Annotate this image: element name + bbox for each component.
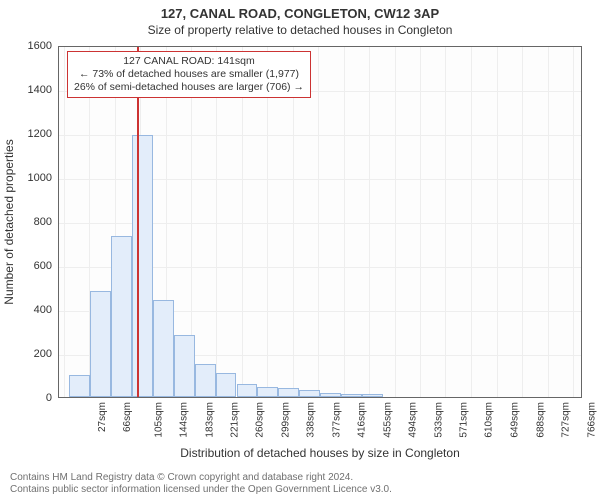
xtick-label: 299sqm	[280, 402, 291, 438]
histogram-bar	[153, 300, 174, 397]
histogram-bar	[320, 393, 341, 397]
gridline-v	[395, 47, 396, 397]
plot-area: 127 CANAL ROAD: 141sqm← 73% of detached …	[58, 46, 582, 398]
attribution-line2: Contains public sector information licen…	[10, 484, 392, 496]
xtick-label: 66sqm	[122, 402, 133, 432]
gridline-v	[216, 47, 217, 397]
histogram-bar	[237, 384, 258, 397]
xtick-label: 688sqm	[535, 402, 546, 438]
marker-line	[137, 47, 139, 397]
xtick-label: 260sqm	[255, 402, 266, 438]
marker-info-line: 127 CANAL ROAD: 141sqm	[74, 55, 304, 68]
histogram-bar	[278, 388, 299, 397]
gridline-v	[522, 47, 523, 397]
histogram-bar	[132, 135, 153, 397]
xtick-label: 455sqm	[383, 402, 394, 438]
histogram-bar	[257, 387, 278, 397]
ytick-label: 1600	[12, 40, 52, 52]
ytick-label: 200	[12, 348, 52, 360]
xtick-label: 533sqm	[434, 402, 445, 438]
attribution-line1: Contains HM Land Registry data © Crown c…	[10, 472, 392, 484]
xtick-label: 766sqm	[586, 402, 597, 438]
gridline-v	[445, 47, 446, 397]
histogram-bar	[299, 390, 320, 397]
gridline-v	[318, 47, 319, 397]
gridline-v	[267, 47, 268, 397]
histogram-bar	[69, 375, 90, 397]
histogram-bar	[111, 236, 132, 397]
gridline-v	[420, 47, 421, 397]
xtick-label: 221sqm	[229, 402, 240, 438]
ytick-label: 1400	[12, 84, 52, 96]
xtick-label: 610sqm	[484, 402, 495, 438]
ytick-label: 1000	[12, 172, 52, 184]
gridline-v	[64, 47, 65, 397]
xtick-label: 183sqm	[204, 402, 215, 438]
attribution-text: Contains HM Land Registry data © Crown c…	[10, 472, 392, 496]
xtick-label: 649sqm	[510, 402, 521, 438]
ytick-label: 1200	[12, 128, 52, 140]
xtick-label: 377sqm	[331, 402, 342, 438]
ytick-label: 800	[12, 216, 52, 228]
gridline-v	[369, 47, 370, 397]
histogram-bar	[362, 394, 383, 397]
xtick-label: 494sqm	[408, 402, 419, 438]
marker-info-line: 26% of semi-detached houses are larger (…	[74, 81, 304, 94]
xtick-label: 144sqm	[179, 402, 190, 438]
ytick-label: 600	[12, 260, 52, 272]
plot-frame: 127 CANAL ROAD: 141sqm← 73% of detached …	[58, 46, 582, 398]
ytick-label: 0	[12, 392, 52, 404]
histogram-bar	[90, 291, 111, 397]
histogram-bar	[195, 364, 216, 397]
xtick-label: 338sqm	[306, 402, 317, 438]
gridline-v	[242, 47, 243, 397]
gridline-v	[548, 47, 549, 397]
x-axis-label: Distribution of detached houses by size …	[58, 446, 582, 460]
gridline-v	[471, 47, 472, 397]
xtick-label: 416sqm	[357, 402, 368, 438]
xtick-label: 27sqm	[97, 402, 108, 432]
gridline-v	[344, 47, 345, 397]
marker-info-line: ← 73% of detached houses are smaller (1,…	[74, 68, 304, 81]
chart-title: 127, CANAL ROAD, CONGLETON, CW12 3AP	[0, 0, 600, 21]
gridline-v	[497, 47, 498, 397]
histogram-bar	[174, 335, 195, 397]
gridline-v	[573, 47, 574, 397]
xtick-label: 105sqm	[153, 402, 164, 438]
histogram-bar	[341, 394, 362, 397]
histogram-bar	[216, 373, 237, 397]
marker-info-box: 127 CANAL ROAD: 141sqm← 73% of detached …	[67, 51, 311, 98]
y-axis-ticks: 02004006008001000120014001600	[12, 46, 56, 398]
xtick-label: 571sqm	[458, 402, 469, 438]
ytick-label: 400	[12, 304, 52, 316]
xtick-label: 727sqm	[561, 402, 572, 438]
y-axis-label: Number of detached properties	[2, 57, 16, 222]
chart-subtitle: Size of property relative to detached ho…	[0, 23, 600, 37]
gridline-v	[293, 47, 294, 397]
